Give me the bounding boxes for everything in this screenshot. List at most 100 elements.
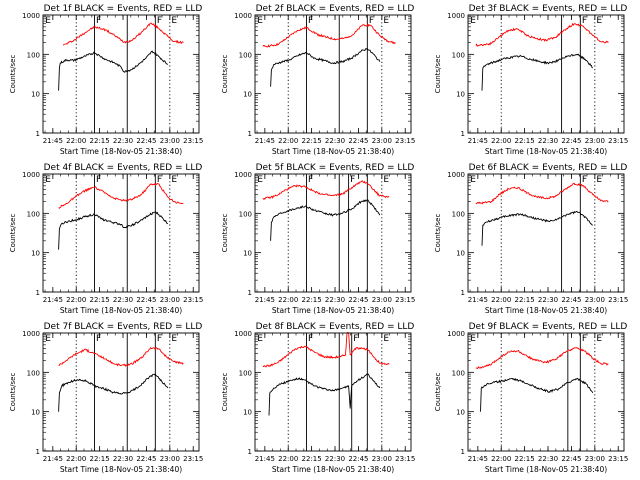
y-axis-label: Counts/sec	[9, 55, 17, 94]
region-marker-label: E	[383, 334, 389, 344]
x-tick-label: 22:00	[278, 296, 298, 304]
plot-frame	[42, 14, 200, 134]
x-tick-label: 23:00	[372, 296, 392, 304]
lld-series-line	[262, 180, 390, 200]
x-tick-label: 23:15	[395, 137, 415, 145]
y-axis-label: Counts/sec	[9, 373, 17, 412]
x-axis-label: Start Time (18-Nov-05 21:38:40)	[485, 147, 607, 156]
x-tick-label: 22:00	[491, 455, 511, 463]
events-series-line	[58, 373, 169, 412]
y-tick-label: 1	[461, 448, 465, 456]
chart-title: Det 4f BLACK = Events, RED = LLD	[44, 163, 203, 173]
events-series-line	[481, 210, 593, 246]
x-tick-label: 22:00	[66, 137, 86, 145]
x-tick-label: 22:00	[491, 137, 511, 145]
region-marker-label: F	[582, 16, 587, 26]
region-marker-label: F	[96, 175, 101, 185]
events-series-line	[270, 199, 381, 241]
y-tick-label: 10	[31, 250, 40, 258]
x-axis-label: Start Time (18-Nov-05 21:38:40)	[60, 465, 182, 474]
y-tick-label: 10	[456, 409, 465, 417]
events-series-line	[58, 50, 169, 91]
x-tick-label: 22:45	[136, 455, 156, 463]
x-tick-label: 23:00	[585, 296, 605, 304]
region-marker-label: E	[171, 175, 177, 185]
lld-series-line	[475, 182, 609, 205]
y-tick-label: 10	[243, 250, 252, 258]
x-tick-label: 23:00	[372, 455, 392, 463]
x-axis-label: Start Time (18-Nov-05 21:38:40)	[272, 147, 394, 156]
x-tick-label: 21:45	[255, 455, 275, 463]
y-tick-label: 1	[36, 289, 40, 297]
x-tick-label: 22:00	[278, 455, 298, 463]
y-tick-label: 1000	[22, 171, 40, 179]
region-marker-label: F	[350, 175, 355, 185]
x-tick-label: 22:15	[302, 296, 322, 304]
x-tick-label: 21:45	[468, 137, 488, 145]
y-tick-label: 100	[239, 210, 252, 218]
y-tick-label: 100	[27, 369, 40, 377]
x-tick-label: 22:00	[278, 137, 298, 145]
x-tick-label: 21:45	[43, 455, 63, 463]
chart-panel: Det 1f BLACK = Events, RED = LLD Start Ti…	[9, 4, 203, 156]
region-marker-label: E	[383, 16, 389, 26]
plot-frame	[254, 14, 412, 134]
region-marker-label: F	[308, 16, 313, 26]
x-tick-label: 22:45	[348, 455, 368, 463]
y-tick-label: 1000	[22, 330, 40, 338]
region-marker-label: F	[369, 16, 374, 26]
x-tick-label: 22:00	[491, 296, 511, 304]
chart-panel: Det 6f BLACK = Events, RED = LLD Start Ti…	[434, 163, 628, 315]
x-tick-label: 21:45	[468, 455, 488, 463]
chart-panel: Det 8f BLACK = Events, RED = LLD Start Ti…	[221, 322, 415, 474]
x-tick-label: 22:30	[113, 455, 133, 463]
y-tick-label: 100	[452, 210, 465, 218]
y-tick-label: 100	[239, 369, 252, 377]
x-axis-label: Start Time (18-Nov-05 21:38:40)	[272, 465, 394, 474]
region-marker-label: E	[45, 16, 51, 26]
x-tick-label: 22:45	[561, 455, 581, 463]
plot-frame	[254, 332, 412, 452]
y-tick-label: 1	[248, 448, 252, 456]
x-tick-label: 23:00	[585, 137, 605, 145]
x-tick-label: 23:15	[608, 296, 628, 304]
x-tick-label: 22:15	[90, 137, 110, 145]
y-tick-label: 10	[243, 91, 252, 99]
events-series-line	[270, 48, 381, 87]
x-tick-label: 22:30	[325, 137, 345, 145]
lld-series-line	[62, 22, 184, 46]
region-marker-label: F	[157, 175, 162, 185]
y-tick-label: 1000	[447, 330, 465, 338]
region-marker-label: F	[96, 16, 101, 26]
y-axis-label: Counts/sec	[221, 373, 229, 412]
x-tick-label: 21:45	[43, 137, 63, 145]
x-tick-label: 22:15	[515, 137, 535, 145]
chart-title: Det 9f BLACK = Events, RED = LLD	[469, 322, 628, 332]
region-marker-label: F	[353, 334, 358, 344]
lld-series-line	[475, 347, 609, 370]
y-axis-label: Counts/sec	[434, 55, 442, 94]
lld-series-line	[58, 347, 184, 367]
y-axis-label: Counts/sec	[434, 373, 442, 412]
region-marker-label: F	[96, 334, 101, 344]
x-tick-label: 22:45	[136, 296, 156, 304]
region-marker-label: E	[383, 175, 389, 185]
x-tick-label: 23:15	[395, 455, 415, 463]
region-marker-label: E	[45, 175, 51, 185]
x-tick-label: 23:15	[183, 296, 203, 304]
x-tick-label: 23:15	[395, 296, 415, 304]
x-tick-label: 23:15	[183, 455, 203, 463]
x-tick-label: 22:15	[302, 455, 322, 463]
x-tick-label: 22:00	[66, 296, 86, 304]
events-series-line	[58, 211, 168, 250]
plot-frame	[467, 173, 625, 293]
chart-title: Det 1f BLACK = Events, RED = LLD	[44, 4, 203, 14]
y-tick-label: 1000	[234, 12, 252, 20]
x-tick-label: 21:45	[255, 137, 275, 145]
region-marker-label: F	[308, 334, 313, 344]
x-tick-label: 22:30	[325, 296, 345, 304]
x-axis-label: Start Time (18-Nov-05 21:38:40)	[60, 147, 182, 156]
region-marker-label: E	[596, 16, 602, 26]
x-tick-label: 22:30	[113, 137, 133, 145]
chart-panel: Det 3f BLACK = Events, RED = LLD Start Ti…	[434, 4, 628, 156]
